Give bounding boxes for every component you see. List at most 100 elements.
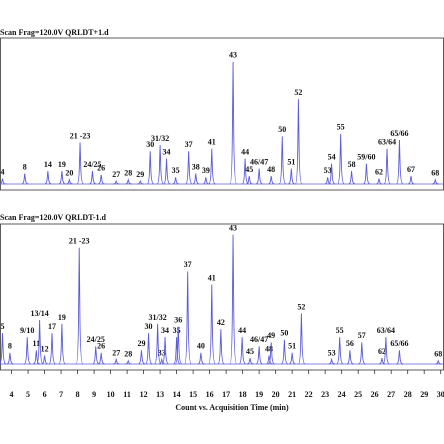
peak-label: 46/47: [250, 157, 268, 166]
peak-label: 19: [58, 313, 66, 322]
x-tick-label: 24: [338, 390, 346, 399]
peak-label: 34: [161, 326, 169, 335]
peak: [21, 173, 29, 185]
peak-label: 28: [124, 350, 132, 359]
peak-label: 43: [229, 51, 237, 60]
peak: [289, 352, 296, 365]
peak: [58, 171, 66, 185]
x-tick-label: 7: [59, 390, 63, 399]
peak-label: 50: [280, 329, 288, 338]
peak: [337, 133, 345, 185]
peak-label: 30: [146, 140, 154, 149]
peak-label: 8: [8, 342, 12, 351]
peak: [375, 178, 383, 185]
peak: [33, 350, 40, 365]
peak: [161, 337, 169, 365]
peak: [328, 357, 336, 365]
peak: [125, 359, 132, 365]
peak: [297, 313, 306, 365]
peak: [278, 136, 286, 185]
peak: [98, 352, 105, 365]
peak: [89, 171, 97, 185]
peak: [113, 179, 120, 185]
peak: [146, 151, 154, 185]
x-tick-label: 9: [92, 390, 96, 399]
peak-label: 51: [288, 342, 296, 351]
peak-label: 46/47: [250, 335, 268, 344]
x-tick-label: 27: [387, 390, 395, 399]
peak: [208, 284, 216, 365]
peak-label: 49: [267, 331, 275, 340]
peak-label: 43: [229, 223, 237, 232]
peak-label: 28: [124, 169, 132, 178]
x-tick-label: 17: [222, 390, 230, 399]
peak: [346, 350, 354, 365]
peak: [378, 358, 386, 365]
peak: [229, 61, 238, 185]
x-tick-label: 22: [305, 390, 313, 399]
peak: [432, 178, 439, 185]
peak-label: 37: [185, 140, 193, 149]
peak: [158, 357, 166, 365]
peak-label: 44: [238, 326, 246, 335]
peak-label: 67: [407, 165, 415, 174]
peak-label: 13/14: [30, 309, 48, 318]
peak: [92, 346, 100, 365]
peak: [348, 171, 356, 185]
peak-label: 9/10: [20, 326, 34, 335]
x-tick-label: 15: [189, 390, 197, 399]
peak-label: 36: [174, 315, 182, 324]
x-tick-label: 11: [123, 390, 131, 399]
peak: [44, 171, 52, 185]
peak: [0, 178, 7, 185]
peak-label: 38: [192, 162, 200, 171]
peak: [241, 158, 249, 185]
peak: [98, 174, 105, 185]
x-tick-label: 12: [140, 390, 148, 399]
x-tick-label: 19: [255, 390, 263, 399]
peak: [382, 337, 390, 365]
peak: [138, 350, 146, 365]
peak-label: 62: [378, 347, 386, 356]
x-tick-label: 21: [288, 390, 296, 399]
peak-label: 52: [294, 88, 302, 97]
peak-label: 8: [23, 162, 27, 171]
peak: [294, 99, 303, 185]
peak-label: 63/64: [377, 326, 395, 335]
peak-label: 62: [375, 167, 383, 176]
x-tick-label: 8: [76, 390, 80, 399]
peak: [154, 323, 162, 365]
peak: [58, 323, 66, 365]
peak: [197, 352, 205, 365]
peak: [265, 355, 273, 365]
peak-label: 48: [267, 165, 275, 174]
peak: [0, 333, 7, 365]
peak: [163, 158, 171, 185]
peak-label: 27: [112, 348, 120, 357]
x-tick-label: 23: [321, 390, 329, 399]
peak-label: 50: [278, 125, 286, 134]
peak-label: 4: [0, 167, 4, 176]
peak-label: 56: [346, 339, 354, 348]
peak: [41, 355, 49, 365]
peak-label: 21 -23: [69, 237, 90, 246]
x-tick-label: 20: [272, 390, 280, 399]
peak-label: 40: [197, 342, 205, 351]
x-tick-label: 10: [107, 390, 115, 399]
peak-label: 53: [328, 348, 336, 357]
peak-label: 39: [202, 166, 210, 175]
peak-label: 34: [163, 148, 171, 157]
peak: [184, 271, 192, 365]
peak: [288, 168, 295, 185]
x-axis-label: Count vs. Acquisition Time (min): [175, 403, 289, 412]
peak-label: 20: [65, 169, 73, 178]
peak-label: 31/32: [151, 134, 169, 143]
peak-label: 35: [172, 166, 180, 175]
x-tick-label: 13: [156, 390, 164, 399]
peak: [281, 339, 289, 365]
peak: [36, 319, 44, 365]
peak: [268, 342, 275, 365]
peak: [363, 163, 371, 185]
peak: [202, 177, 210, 185]
peak-label: 19: [58, 160, 66, 169]
